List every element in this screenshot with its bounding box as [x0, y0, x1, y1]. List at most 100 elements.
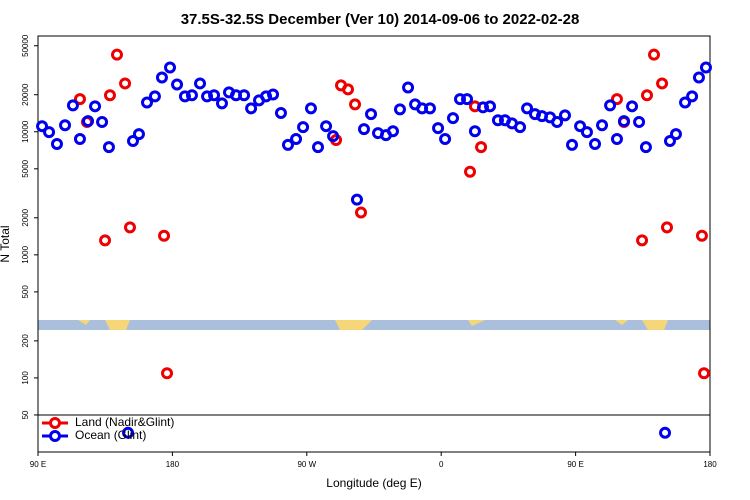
- point: [66, 99, 79, 112]
- y-tick-label: 200: [21, 334, 30, 348]
- point: [626, 100, 639, 113]
- point: [464, 165, 477, 178]
- point: [468, 125, 481, 138]
- point: [551, 116, 564, 129]
- point: [698, 367, 711, 380]
- point: [596, 119, 609, 132]
- point: [123, 221, 136, 234]
- point: [132, 128, 145, 141]
- x-tick-label: 90 W: [297, 460, 316, 469]
- point: [656, 77, 669, 90]
- point: [357, 123, 370, 136]
- point: [102, 141, 115, 154]
- point: [393, 103, 406, 116]
- point: [349, 98, 362, 111]
- point: [245, 102, 258, 115]
- legend-marker: [49, 430, 61, 442]
- point: [148, 90, 161, 103]
- point: [663, 135, 676, 148]
- x-tick-label: 90 E: [30, 460, 46, 469]
- y-tick-label: 500: [21, 285, 30, 299]
- legend-label: Ocean (Glint): [75, 428, 146, 442]
- y-axis-label: N Total: [0, 225, 12, 262]
- point: [477, 101, 490, 114]
- point: [73, 133, 86, 146]
- point: [491, 114, 504, 127]
- point: [59, 119, 72, 132]
- point: [566, 138, 579, 151]
- point: [122, 426, 135, 439]
- point: [185, 89, 198, 102]
- y-tick-label: 2000: [21, 208, 30, 226]
- point: [238, 89, 251, 102]
- point: [320, 120, 333, 133]
- point: [201, 90, 214, 103]
- point: [89, 100, 102, 113]
- point: [633, 116, 646, 129]
- point: [580, 126, 593, 139]
- point: [446, 112, 459, 125]
- point: [402, 81, 415, 94]
- point: [43, 126, 56, 139]
- point: [686, 90, 699, 103]
- point: [636, 234, 649, 247]
- point: [96, 116, 109, 129]
- legend-label: Land (Nadir&Glint): [75, 415, 174, 429]
- point: [386, 125, 399, 138]
- point: [194, 77, 207, 90]
- point: [610, 93, 623, 106]
- x-tick-label: 0: [439, 460, 444, 469]
- point: [514, 121, 527, 134]
- point: [208, 89, 221, 102]
- point: [475, 141, 488, 154]
- point: [699, 61, 712, 74]
- point: [350, 193, 363, 206]
- legend-marker: [49, 417, 61, 429]
- point: [617, 115, 630, 128]
- point: [484, 100, 497, 113]
- point: [574, 120, 587, 133]
- point: [304, 102, 317, 115]
- y-tick-label: 20000: [21, 83, 30, 106]
- map-strip: [38, 320, 710, 330]
- point: [158, 229, 171, 242]
- point: [695, 229, 708, 242]
- point: [461, 93, 474, 106]
- plot-frame: [37, 35, 711, 453]
- chart-title: 37.5S-32.5S December (Ver 10) 2014-09-06…: [181, 11, 580, 28]
- point: [99, 234, 112, 247]
- point: [290, 133, 303, 146]
- point: [439, 133, 452, 146]
- point: [454, 93, 467, 106]
- point: [267, 88, 280, 101]
- point: [141, 96, 154, 109]
- point: [155, 71, 168, 84]
- point: [164, 61, 177, 74]
- y-tick-label: 5000: [21, 159, 30, 177]
- point: [679, 96, 692, 109]
- x-axis-label: Longitude (deg E): [326, 476, 421, 490]
- point: [342, 83, 355, 96]
- y-tick-label: 50000: [21, 34, 30, 57]
- point: [355, 206, 368, 219]
- point: [260, 90, 273, 103]
- point: [558, 109, 571, 122]
- point: [312, 141, 324, 154]
- point: [589, 137, 602, 150]
- point: [669, 128, 682, 141]
- y-tick-label: 10000: [21, 120, 30, 143]
- point: [82, 115, 95, 128]
- y-tick-label: 1000: [21, 245, 30, 263]
- point: [103, 89, 116, 102]
- point: [604, 99, 617, 112]
- point: [640, 89, 653, 102]
- point: [50, 137, 63, 150]
- point: [297, 121, 310, 134]
- point: [178, 90, 191, 103]
- point: [648, 48, 660, 61]
- point: [521, 102, 534, 115]
- point: [274, 107, 287, 120]
- point: [161, 367, 174, 380]
- point: [73, 93, 86, 106]
